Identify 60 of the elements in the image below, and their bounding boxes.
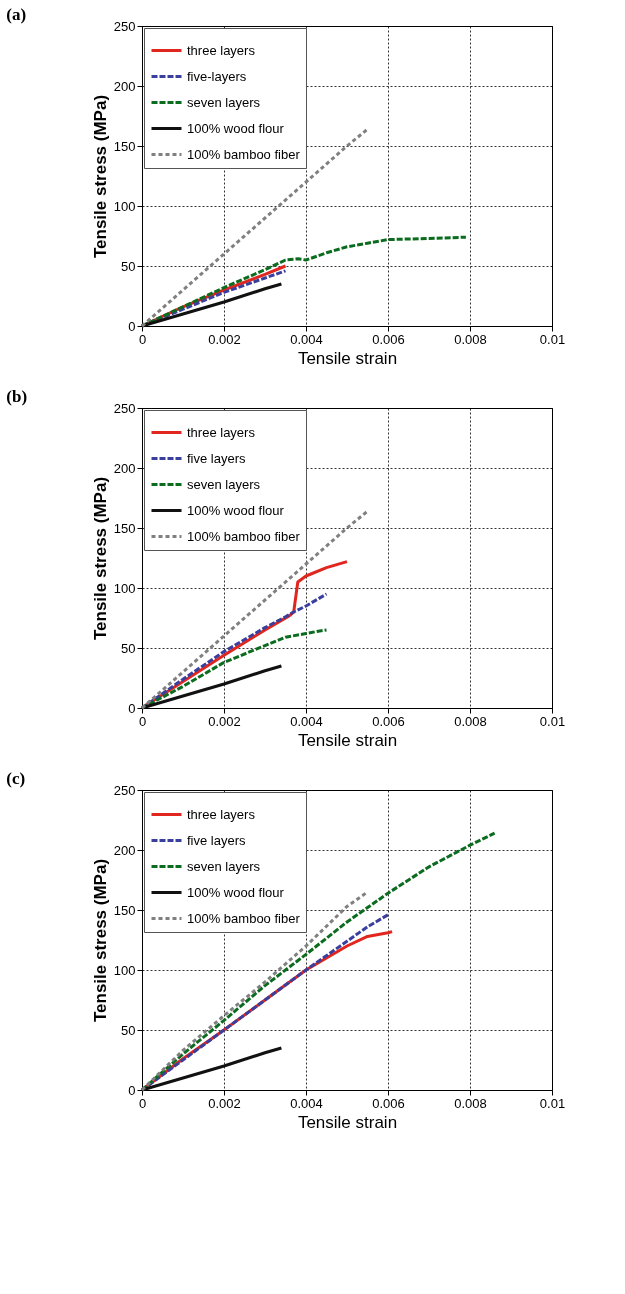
x-tick-label: 0.01 [539, 331, 566, 347]
x-tick-label: 0.004 [290, 331, 323, 347]
x-tick-label: 0 [138, 1095, 147, 1111]
legend-label: seven layers [187, 94, 261, 110]
y-tick-label: 200 [113, 78, 136, 94]
legend-label: three layers [187, 806, 256, 822]
legend-label: five layers [187, 832, 247, 848]
chart-title: (a) [6, 5, 27, 24]
y-tick-label: 0 [128, 318, 136, 334]
y-tick-label: 0 [128, 700, 136, 716]
y-tick-label: 50 [121, 258, 136, 274]
x-axis-title: Tensile strain [297, 1112, 398, 1132]
legend-label: five-layers [187, 68, 247, 84]
y-tick-label: 150 [113, 520, 136, 536]
x-tick-label: 0.002 [208, 713, 241, 729]
legend-label: three layers [187, 42, 256, 58]
legend-label: 100% bamboo fiber [187, 910, 301, 926]
chart-title: (b) [6, 387, 28, 406]
legend-label: 100% wood flour [187, 120, 285, 136]
x-tick-label: 0.004 [290, 713, 323, 729]
x-tick-label: 0 [138, 713, 147, 729]
x-axis-title: Tensile strain [297, 730, 398, 750]
x-tick-label: 0.008 [454, 713, 487, 729]
y-tick-label: 200 [113, 460, 136, 476]
y-tick-label: 100 [113, 580, 136, 596]
x-tick-label: 0.006 [372, 331, 405, 347]
x-tick-label: 0.006 [372, 713, 405, 729]
x-tick-label: 0.008 [454, 331, 487, 347]
chart-title: (c) [6, 769, 26, 788]
x-axis-title: Tensile strain [297, 348, 398, 368]
legend-label: five layers [187, 450, 247, 466]
y-tick-label: 250 [113, 400, 136, 416]
y-axis-title: Tensile stress (MPa) [90, 94, 110, 259]
x-tick-label: 0.01 [539, 713, 566, 729]
legend-label: 100% bamboo fiber [187, 146, 301, 162]
legend-label: seven layers [187, 858, 261, 874]
y-tick-label: 250 [113, 782, 136, 798]
y-tick-label: 100 [113, 198, 136, 214]
legend-label: 100% bamboo fiber [187, 528, 301, 544]
y-tick-label: 250 [113, 18, 136, 34]
legend-label: three layers [187, 424, 256, 440]
legend-label: 100% wood flour [187, 884, 285, 900]
legend-label: 100% wood flour [187, 502, 285, 518]
legend-label: seven layers [187, 476, 261, 492]
y-axis-title: Tensile stress (MPa) [90, 858, 110, 1023]
y-tick-label: 150 [113, 902, 136, 918]
y-tick-label: 50 [121, 640, 136, 656]
y-tick-label: 0 [128, 1082, 136, 1098]
x-tick-label: 0.002 [208, 1095, 241, 1111]
y-tick-label: 150 [113, 138, 136, 154]
y-axis-title: Tensile stress (MPa) [90, 476, 110, 641]
x-tick-label: 0.002 [208, 331, 241, 347]
y-tick-label: 100 [113, 962, 136, 978]
y-tick-label: 200 [113, 842, 136, 858]
x-tick-label: 0.008 [454, 1095, 487, 1111]
x-tick-label: 0.004 [290, 1095, 323, 1111]
x-tick-label: 0.01 [539, 1095, 566, 1111]
x-tick-label: 0 [138, 331, 147, 347]
y-tick-label: 50 [121, 1022, 136, 1038]
x-tick-label: 0.006 [372, 1095, 405, 1111]
